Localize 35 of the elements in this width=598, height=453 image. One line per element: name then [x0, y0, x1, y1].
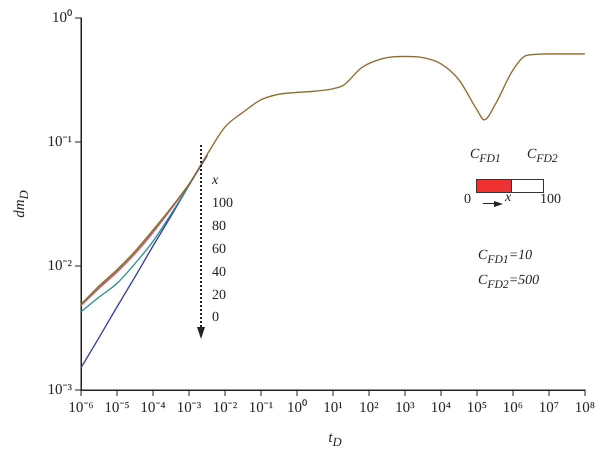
x-tick-label: 10²	[359, 400, 380, 416]
x-tick-label: 10⁻⁴	[140, 400, 166, 416]
annotation: 80	[212, 219, 226, 235]
x-tick-label: 10¹	[323, 400, 343, 416]
x-tick-label: 10⁻³	[176, 400, 202, 416]
x-tick-label: 10⁰	[286, 398, 307, 416]
annotation: 0	[464, 192, 471, 208]
annotation: C$_{FD1}$=10	[478, 248, 532, 268]
annotation: C$_{FD2}$	[527, 147, 558, 167]
annotation: 40	[212, 265, 226, 281]
annotation: 100	[212, 196, 233, 212]
x-tick-label: 10⁻¹	[248, 400, 274, 416]
x-tick-label: 10⁵	[466, 400, 488, 416]
annotation: x	[505, 190, 512, 206]
x-tick-label: 10⁸	[574, 400, 595, 416]
annotation: 0	[212, 310, 219, 326]
x-tick-label: 10⁴	[430, 400, 452, 416]
y-tick-label: 10⁻¹	[48, 134, 72, 150]
x-axis-title: t$_{D}$	[328, 430, 342, 450]
annotation: 20	[212, 288, 226, 304]
y-tick-label: 10⁰	[52, 8, 72, 26]
x-tick-label: 10⁷	[538, 400, 560, 416]
annotation: 100	[540, 192, 561, 208]
x-tick-label: 10⁻⁵	[104, 400, 130, 416]
annotation: C$_{FD2}$=500	[478, 273, 540, 293]
x-tick-label: 10⁶	[502, 400, 524, 416]
annotation: C$_{FD1}$	[470, 147, 501, 167]
y-tick-label: 10⁻³	[48, 382, 72, 398]
x-tick-label: 10³	[395, 400, 416, 416]
y-tick-label: 10⁻²	[48, 258, 72, 274]
x-tick-label: 10⁻⁶	[68, 400, 94, 416]
x-tick-label: 10⁻²	[212, 400, 238, 416]
annotation: x	[212, 173, 218, 189]
annotation: 60	[212, 242, 226, 258]
line-series	[81, 155, 208, 368]
